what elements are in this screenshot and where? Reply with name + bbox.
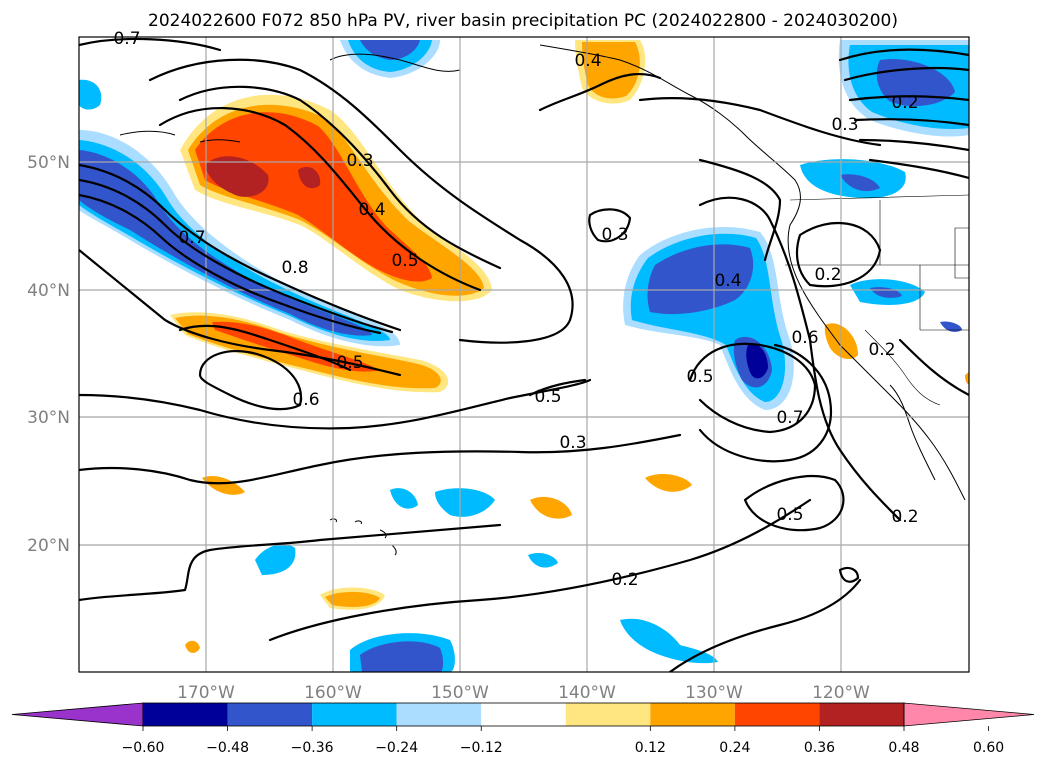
- contour-label-08-west: 0.8: [281, 258, 308, 278]
- lon-label-170w: 170°W: [177, 683, 235, 703]
- colorbar-extend-max: [903, 702, 1035, 727]
- contour-label-03-ne: 0.3: [831, 115, 858, 135]
- map-frame: [78, 36, 970, 673]
- lat-label-40n: 40°N: [27, 281, 70, 301]
- colorbar-frame: [142, 702, 905, 727]
- lon-label-140w: 140°W: [558, 683, 616, 703]
- contour-label-06-south: 0.6: [292, 390, 319, 410]
- coastlines: [119, 44, 969, 556]
- contour-label-05-se: 0.5: [776, 505, 803, 525]
- colorbar-tick-label: −0.36: [291, 740, 334, 756]
- colorbar-tick-label: −0.12: [460, 740, 503, 756]
- contour-label-05-south: 0.5: [336, 353, 363, 373]
- contour-label-05-west: 0.5: [391, 251, 418, 271]
- contour-label-04-west: 0.4: [358, 200, 385, 220]
- map-panel: 0.7 0.4 0.3 0.4 0.5 0.7 0.8 0.5 0.6 0.5 0.3 0.3 0.4 0…: [78, 29, 970, 673]
- colorbar-tick-label: −0.60: [122, 740, 165, 756]
- colorbar-bin: [227, 703, 313, 726]
- contour-label-03-west: 0.3: [346, 151, 373, 171]
- colorbar-tick-label: −0.24: [375, 740, 418, 756]
- contour-label-04-gulf: 0.4: [574, 51, 601, 71]
- contour-label-07-low: 0.7: [776, 408, 803, 428]
- contour-label-02-coast: 0.2: [868, 340, 895, 360]
- colorbar-tick-label: 0.48: [888, 740, 919, 756]
- contour-label-04-east: 0.4: [714, 271, 741, 291]
- lon-label-130w: 130°W: [685, 683, 743, 703]
- colorbar-tick-label: −0.48: [206, 740, 249, 756]
- colorbar-bin: [650, 703, 735, 726]
- axis-labels: 170°W 160°W 150°W 140°W 130°W 120°W 50°N…: [27, 153, 870, 703]
- contour-label-07-west: 0.7: [178, 228, 205, 248]
- colorbar-bin: [734, 703, 820, 726]
- lon-label-150w: 150°W: [431, 683, 489, 703]
- lon-label-160w: 160°W: [304, 683, 362, 703]
- colorbar-bin: [312, 703, 397, 726]
- colorbar-bin: [819, 703, 904, 726]
- lat-label-50n: 50°N: [27, 153, 70, 173]
- contour-label-03-mid: 0.3: [559, 433, 586, 453]
- contour-label-06-low: 0.6: [791, 328, 818, 348]
- colorbar-tick-label: 0.60: [973, 740, 1004, 756]
- contour-label-05-mid: 0.5: [534, 387, 561, 407]
- contour-labels: 0.7 0.4 0.3 0.4 0.5 0.7 0.8 0.5 0.6 0.5 0.3 0.3 0.4 0…: [113, 29, 918, 590]
- contour-label-02-ne: 0.2: [891, 93, 918, 113]
- contour-label-02-south: 0.2: [611, 570, 638, 590]
- lat-label-20n: 20°N: [27, 536, 70, 556]
- lat-label-30n: 30°N: [27, 408, 70, 428]
- colorbar-tick-label: 0.36: [804, 740, 835, 756]
- pv-contours: [79, 37, 969, 672]
- contour-label-02-ca: 0.2: [814, 265, 841, 285]
- colorbar-tick-label: 0.12: [635, 740, 666, 756]
- contour-label-03-east: 0.3: [601, 225, 628, 245]
- contour-label-05-low: 0.5: [686, 367, 713, 387]
- colorbar-bin: [396, 703, 482, 726]
- colorbar-bin: [143, 703, 228, 726]
- lon-label-120w: 120°W: [812, 683, 870, 703]
- colorbar-extend-min: [11, 702, 144, 727]
- contour-label-02-mex: 0.2: [891, 507, 918, 527]
- figure-title: 2024022600 F072 850 hPa PV, river basin …: [148, 11, 898, 31]
- colorbar-bin: [481, 703, 566, 726]
- colorbar-tick-label: 0.24: [719, 740, 750, 756]
- contour-label-07-top: 0.7: [113, 29, 140, 49]
- colorbar: −0.60 −0.48 −0.36 −0.24 −0.12 0.12 0.24 0.36 0.4…: [11, 702, 1035, 756]
- colorbar-bin: [565, 703, 651, 726]
